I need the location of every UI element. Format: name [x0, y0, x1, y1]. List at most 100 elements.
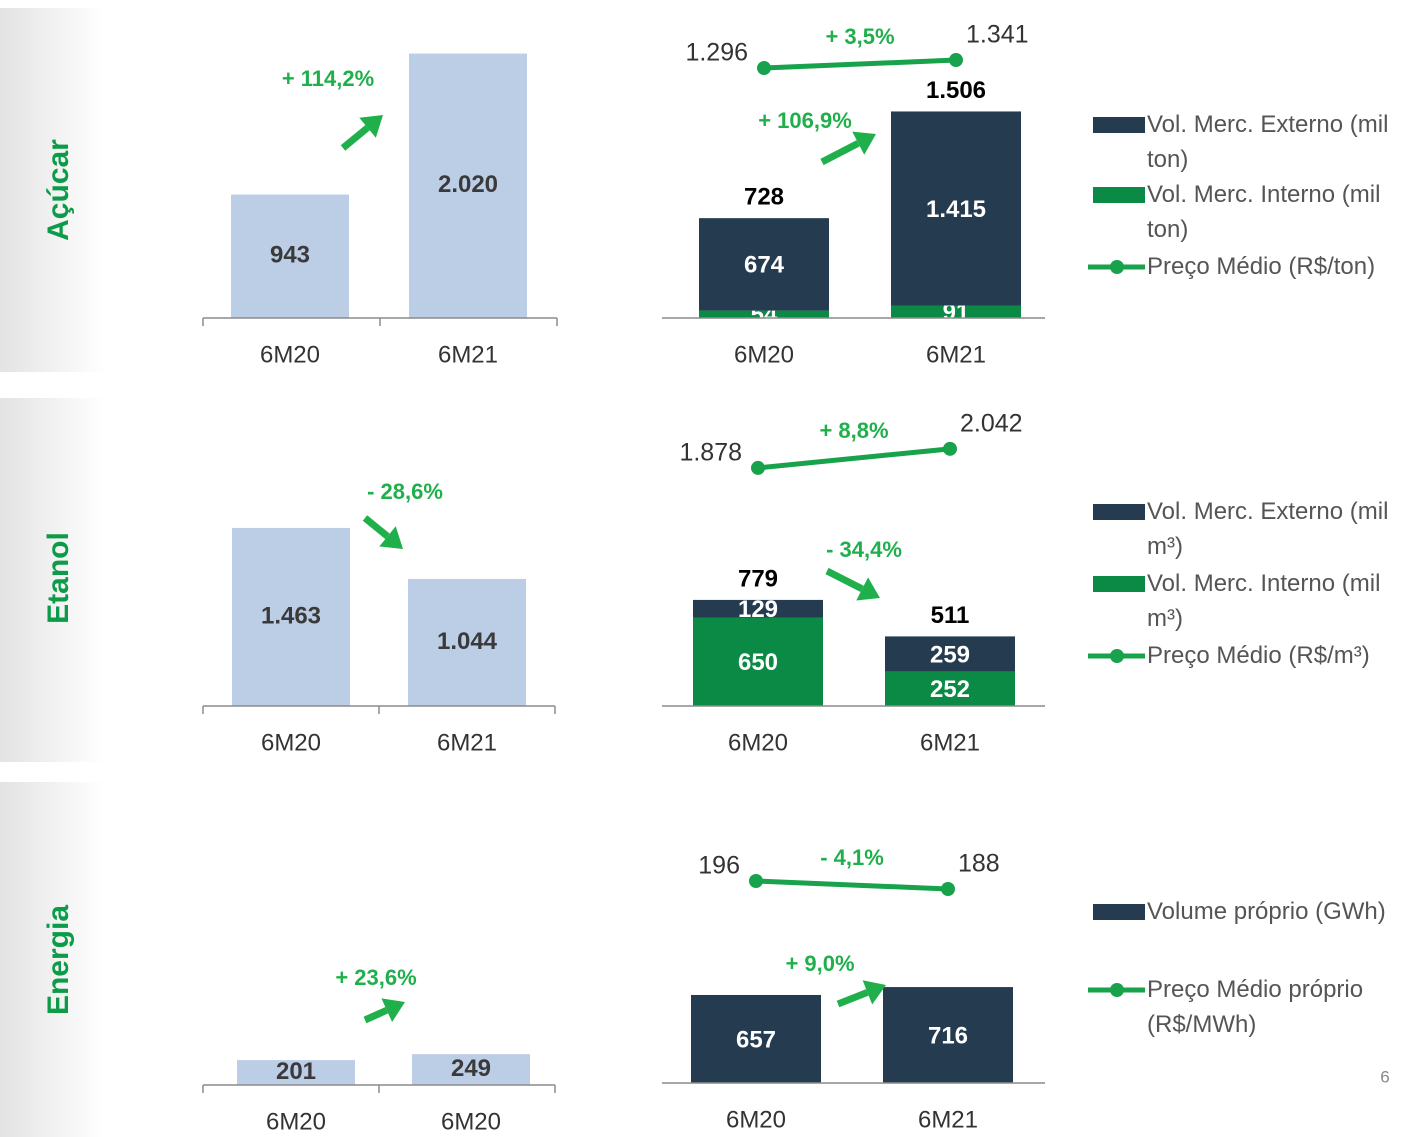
bar-segment [693, 599, 823, 618]
price-point [943, 441, 957, 456]
arrow-head [359, 115, 383, 138]
bar [409, 53, 527, 319]
annotation: + 3,5% [825, 24, 894, 49]
value-label: 252 [930, 676, 970, 703]
value-label: 259 [930, 641, 970, 668]
legend-entry: Vol. Merc. Externo (mil ton) [1147, 111, 1389, 173]
legend-dot [1110, 649, 1124, 663]
legend-entry: Volume próprio (GWh) [1147, 898, 1386, 925]
value-label: 129 [738, 596, 778, 623]
total-label: 1.506 [926, 77, 986, 104]
price-label: 1.878 [679, 439, 742, 467]
x-tick-label: 6M20 [734, 341, 794, 368]
value-label: 657 [736, 1026, 776, 1053]
bar [408, 578, 526, 706]
arrow-head [381, 998, 405, 1023]
price-line [763, 57, 957, 71]
value-label: 674 [744, 252, 785, 279]
section-strip [0, 398, 105, 762]
bar-segment [891, 111, 1021, 306]
arrow-shaft [340, 125, 370, 151]
value-label: 201 [276, 1058, 316, 1085]
legend-entry: Vol. Merc. Interno (mil ton) [1147, 181, 1381, 243]
price-point [757, 61, 771, 76]
price-point [749, 874, 763, 888]
bar-segment [699, 218, 829, 311]
x-tick-label: 6M20 [441, 1108, 501, 1135]
page-number: 6 [1380, 1067, 1389, 1086]
arrow-head [379, 526, 403, 549]
price-point [751, 460, 765, 475]
value-label: 1.463 [261, 602, 321, 629]
legend-swatch [1093, 504, 1145, 520]
x-tick-label: 6M20 [260, 341, 320, 368]
value-label: 2.020 [438, 171, 498, 198]
bar-segment [885, 636, 1015, 672]
arrow-shaft [820, 140, 860, 166]
value-label: 943 [270, 242, 310, 269]
x-tick-label: 6M21 [438, 341, 498, 368]
legend-swatch [1093, 904, 1145, 920]
arrow-shaft [825, 567, 864, 593]
x-tick-label: 6M21 [437, 729, 497, 756]
legend-entry: Vol. Merc. Interno (mil m³) [1147, 570, 1381, 632]
price-label: 2.042 [960, 409, 1023, 437]
bar-segment [883, 987, 1013, 1083]
annotation: - 28,6% [367, 479, 443, 504]
legend-entry: Preço Médio próprio (R$/MWh) [1147, 976, 1364, 1038]
x-tick-label: 6M21 [920, 729, 980, 756]
annotation: + 23,6% [335, 965, 416, 990]
price-point [949, 53, 963, 68]
bar [232, 527, 350, 706]
arrow-head [862, 980, 886, 1005]
legend-entry: Vol. Merc. Externo (mil m³) [1147, 498, 1389, 560]
total-label: 511 [931, 602, 970, 629]
value-label: 1.415 [926, 196, 986, 223]
bar [412, 1054, 530, 1085]
arrow-shaft [836, 989, 869, 1008]
legend-dot [1110, 260, 1124, 274]
legend-swatch [1093, 117, 1145, 133]
total-label: 728 [744, 184, 784, 211]
legend-swatch [1093, 576, 1145, 592]
legend-swatch [1093, 187, 1145, 203]
arrow-head [856, 577, 880, 601]
price-label: 1.296 [685, 39, 748, 67]
annotation: + 106,9% [758, 108, 852, 133]
total-label: 779 [738, 565, 778, 592]
x-tick-label: 6M20 [266, 1108, 326, 1135]
x-tick-label: 6M20 [726, 1106, 786, 1133]
arrow-shaft [363, 1007, 389, 1024]
legend-entry: Preço Médio (R$/m³) [1147, 642, 1370, 669]
x-tick-label: 6M21 [926, 341, 986, 368]
bar-segment [891, 305, 1021, 318]
arrow-head [852, 131, 876, 155]
price-line [755, 878, 949, 892]
bar-segment [693, 617, 823, 706]
legend-entry: Preço Médio (R$/ton) [1147, 253, 1376, 280]
section-label: Açúcar [42, 139, 75, 241]
annotation: - 4,1% [820, 845, 884, 870]
legend-dot [1110, 983, 1124, 997]
bar-segment [885, 671, 1015, 706]
price-line [757, 446, 951, 471]
bar-segment [699, 310, 829, 318]
section-strip [0, 782, 105, 1137]
value-label: 716 [928, 1022, 968, 1049]
bar-segment [691, 994, 821, 1083]
section-label: Etanol [42, 532, 75, 624]
value-label: 249 [451, 1055, 491, 1082]
annotation: + 8,8% [819, 418, 888, 443]
value-label: 650 [738, 649, 778, 676]
price-label: 1.341 [966, 21, 1029, 49]
arrow-shaft [362, 515, 390, 540]
price-label: 196 [698, 852, 740, 880]
annotation: + 9,0% [785, 951, 854, 976]
x-tick-label: 6M20 [728, 729, 788, 756]
x-tick-label: 6M21 [918, 1106, 978, 1133]
value-label: 1.044 [437, 628, 498, 655]
price-label: 188 [958, 850, 1000, 878]
price-point [941, 882, 955, 896]
